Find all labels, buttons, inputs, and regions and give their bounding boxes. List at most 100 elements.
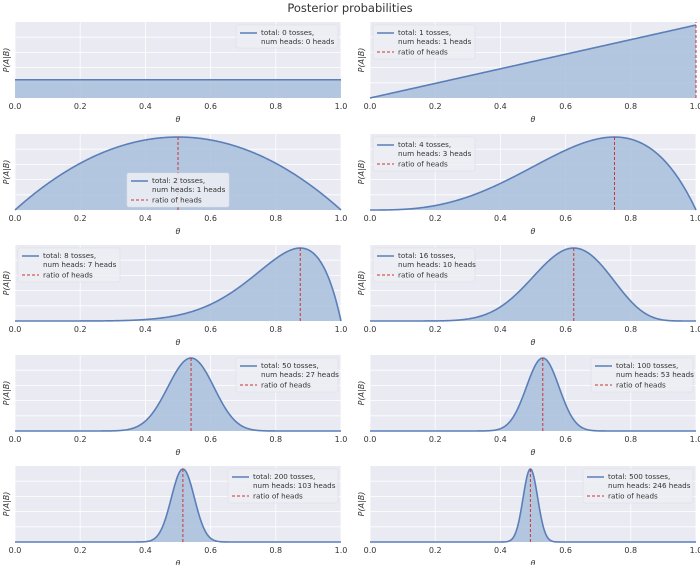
legend-total-label: total: 500 tosses, bbox=[608, 472, 670, 481]
subplot-8-tosses: 0.0 0.2 0.4 0.6 0.8 1.0 θ P(A|B) total: 8 tosses… bbox=[2, 245, 347, 347]
x-tick-label: 0.4 bbox=[139, 435, 152, 444]
x-tick-label: 0.8 bbox=[624, 325, 637, 334]
x-tick-label: 0.2 bbox=[74, 435, 87, 444]
legend-box bbox=[372, 136, 476, 172]
x-tick-label: 0.4 bbox=[139, 325, 152, 334]
subplot-grid: 0.0 0.2 0.4 0.6 0.8 1.0 θ P(A|B) total: 0 tosses… bbox=[2, 22, 700, 565]
legend-total-label: total: 2 tosses, bbox=[152, 176, 205, 185]
x-tick-label: 1.0 bbox=[335, 214, 348, 223]
x-tick-label: 0.8 bbox=[269, 546, 282, 555]
subplot-50-tosses: 0.0 0.2 0.4 0.6 0.8 1.0 θ P(A|B) total: 50 tosse… bbox=[2, 355, 347, 457]
x-tick-label: 0.2 bbox=[74, 214, 87, 223]
x-tick-label: 0.2 bbox=[429, 546, 442, 555]
legend-box bbox=[17, 247, 121, 283]
legend-ratio-label: ratio of heads bbox=[608, 492, 658, 501]
posterior-area bbox=[370, 248, 696, 321]
posterior-area bbox=[15, 248, 341, 321]
posterior-area bbox=[15, 79, 341, 98]
x-tick-label: 0.4 bbox=[494, 214, 507, 223]
x-tick-label: 0.2 bbox=[429, 435, 442, 444]
x-tick-label: 0.6 bbox=[559, 102, 572, 111]
legend-ratio-label: ratio of heads bbox=[261, 381, 311, 390]
x-tick-label: 0.0 bbox=[364, 325, 377, 334]
x-tick-label: 0.0 bbox=[9, 102, 22, 111]
subplot-0-tosses: 0.0 0.2 0.4 0.6 0.8 1.0 θ P(A|B) total: 0 tosses… bbox=[2, 22, 347, 124]
legend-ratio-label: ratio of heads bbox=[398, 48, 448, 57]
x-tick-label: 1.0 bbox=[690, 214, 700, 223]
posterior-area bbox=[15, 358, 341, 431]
x-tick-label: 0.6 bbox=[204, 214, 217, 223]
x-tick-label: 0.0 bbox=[364, 546, 377, 555]
legend-heads-label: num heads: 246 heads bbox=[608, 481, 691, 490]
x-tick-label: 0.2 bbox=[74, 546, 87, 555]
x-tick-label: 0.2 bbox=[429, 214, 442, 223]
x-tick-label: 0.2 bbox=[74, 102, 87, 111]
posterior-curve bbox=[370, 357, 696, 432]
x-tick-label: 0.4 bbox=[139, 546, 152, 555]
legend-box bbox=[235, 357, 339, 393]
subplot-2-tosses: 0.0 0.2 0.4 0.6 0.8 1.0 θ P(A|B) total: 2 tosses… bbox=[2, 134, 347, 236]
legend-ratio-label: ratio of heads bbox=[616, 381, 666, 390]
x-tick-label: 0.8 bbox=[624, 214, 637, 223]
x-tick-label: 0.4 bbox=[494, 435, 507, 444]
subplot-500-tosses: 0.0 0.2 0.4 0.6 0.8 1.0 θ P(A|B) total: 500 toss… bbox=[357, 466, 700, 565]
legend: total: 100 tosses,num heads: 53 heads rat… bbox=[590, 357, 694, 393]
legend: total: 4 tosses,num heads: 3 heads ratio … bbox=[372, 136, 476, 172]
subplot-1-tosses: 0.0 0.2 0.4 0.6 0.8 1.0 θ P(A|B) total: 1 tosses… bbox=[357, 22, 700, 124]
legend-heads-label: num heads: 0 heads bbox=[261, 37, 335, 46]
legend-box bbox=[372, 24, 476, 60]
x-tick-label: 1.0 bbox=[335, 102, 348, 111]
y-axis-label: P(A|B) bbox=[2, 160, 11, 185]
legend-heads-label: num heads: 7 heads bbox=[43, 260, 117, 269]
legend-box bbox=[590, 357, 694, 393]
posterior-curve bbox=[15, 247, 342, 322]
x-tick-label: 1.0 bbox=[335, 325, 348, 334]
legend-box bbox=[372, 247, 476, 283]
legend-total-label: total: 0 tosses, bbox=[261, 28, 314, 37]
legend-total-label: total: 16 tosses, bbox=[398, 251, 456, 260]
legend-box bbox=[227, 468, 339, 504]
x-tick-label: 0.2 bbox=[429, 102, 442, 111]
x-tick-label: 1.0 bbox=[335, 546, 348, 555]
x-tick-label: 0.6 bbox=[204, 546, 217, 555]
legend: total: 0 tosses,num heads: 0 heads bbox=[235, 24, 339, 49]
legend-heads-label: num heads: 103 heads bbox=[253, 481, 336, 490]
x-tick-label: 0.0 bbox=[9, 214, 22, 223]
legend-total-label: total: 100 tosses, bbox=[616, 361, 678, 370]
x-tick-label: 0.6 bbox=[204, 435, 217, 444]
x-tick-label: 0.6 bbox=[559, 214, 572, 223]
x-tick-label: 0.6 bbox=[204, 102, 217, 111]
legend: total: 16 tosses,num heads: 10 heads rati… bbox=[372, 247, 476, 283]
x-tick-label: 1.0 bbox=[690, 325, 700, 334]
x-axis-label: θ bbox=[176, 338, 181, 347]
x-tick-label: 0.0 bbox=[9, 325, 22, 334]
x-tick-label: 0.6 bbox=[559, 546, 572, 555]
legend: total: 1 tosses,num heads: 1 heads ratio … bbox=[372, 24, 476, 60]
legend-total-label: total: 4 tosses, bbox=[398, 140, 451, 149]
x-tick-label: 1.0 bbox=[690, 435, 700, 444]
subplot-4-tosses: 0.0 0.2 0.4 0.6 0.8 1.0 θ P(A|B) total: 4 tosses… bbox=[357, 134, 700, 236]
legend-ratio-label: ratio of heads bbox=[152, 196, 202, 205]
legend-heads-label: num heads: 1 heads bbox=[398, 37, 472, 46]
x-tick-label: 0.2 bbox=[74, 325, 87, 334]
x-tick-label: 0.8 bbox=[269, 102, 282, 111]
posterior-curve bbox=[370, 247, 696, 322]
legend-heads-label: num heads: 27 heads bbox=[261, 370, 339, 379]
legend: total: 8 tosses,num heads: 7 heads ratio … bbox=[17, 247, 121, 283]
x-tick-label: 0.8 bbox=[624, 435, 637, 444]
posterior-area bbox=[370, 137, 696, 210]
legend-ratio-label: ratio of heads bbox=[43, 271, 93, 280]
x-axis-label: θ bbox=[176, 448, 181, 457]
x-tick-label: 0.0 bbox=[364, 102, 377, 111]
x-tick-label: 0.4 bbox=[494, 102, 507, 111]
x-tick-label: 0.8 bbox=[269, 435, 282, 444]
x-axis-label: θ bbox=[176, 559, 181, 565]
y-axis-label: P(A|B) bbox=[2, 492, 11, 517]
x-tick-label: 1.0 bbox=[690, 546, 700, 555]
legend-total-label: total: 8 tosses, bbox=[43, 251, 96, 260]
x-tick-label: 1.0 bbox=[335, 435, 348, 444]
figure-title: Posterior probabilities bbox=[287, 1, 412, 15]
posterior-area bbox=[370, 358, 696, 431]
x-tick-label: 0.0 bbox=[9, 435, 22, 444]
